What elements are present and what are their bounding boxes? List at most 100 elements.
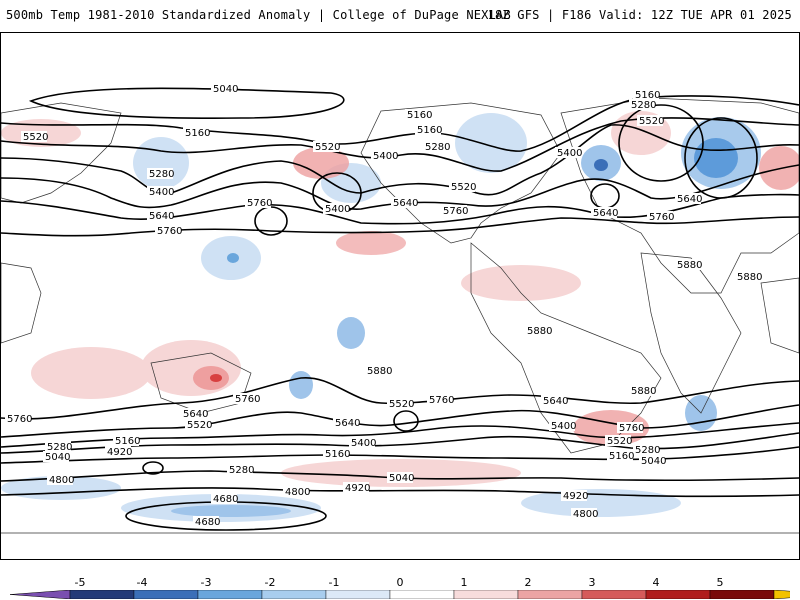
contour-label: 5760 [245,197,272,209]
legend-color-swatch [261,590,327,599]
contour-label: 5280 [633,444,660,456]
svg-text:5280: 5280 [47,442,72,453]
svg-text:5880: 5880 [367,366,392,377]
svg-text:5760: 5760 [235,394,260,405]
contour-label: 5160 [323,448,350,460]
contour-label: 4920 [343,482,370,494]
contour-label: 5160 [607,450,634,462]
contour-label: 5640 [591,207,618,219]
contour-label: 5520 [21,131,48,143]
svg-text:5760: 5760 [157,226,182,237]
svg-text:5760: 5760 [247,198,272,209]
legend-color-swatch [69,590,135,599]
svg-text:5880: 5880 [527,326,552,337]
contour-label: 4920 [105,446,132,458]
contour-label: 5760 [427,394,454,406]
svg-text:4920: 4920 [107,447,132,458]
svg-text:5280: 5280 [635,445,660,456]
svg-text:5160: 5160 [185,128,210,139]
svg-text:5160: 5160 [115,436,140,447]
svg-text:5520: 5520 [23,132,48,143]
svg-text:5280: 5280 [631,100,656,111]
svg-text:5040: 5040 [641,456,666,467]
svg-text:5640: 5640 [183,409,208,420]
legend-max-arrow [773,590,790,599]
contour-label: 5040 [639,455,666,467]
contour-label: 5280 [45,441,72,453]
svg-text:5040: 5040 [45,452,70,463]
contour-label: 5040 [43,451,70,463]
contour-label: 5760 [617,422,644,434]
contour-label-group: 5040 5160 5520 5280 5400 5640 5760 5760 … [5,83,762,528]
contour-label: 5520 [387,398,414,410]
contour-label: 5400 [323,203,350,215]
svg-text:5760: 5760 [619,423,644,434]
contour-label: 5160 [113,435,140,447]
contour-label: 5160 [183,127,210,139]
contour-label: 5160 [405,109,432,121]
contour-label: 5640 [333,417,360,429]
contour-label: 5640 [675,193,702,205]
svg-text:5640: 5640 [677,194,702,205]
contour-label: 5520 [313,141,340,153]
legend-tick-label: -5 [74,576,86,589]
svg-text:5160: 5160 [635,90,660,101]
legend-color-swatch [517,590,583,599]
svg-text:5520: 5520 [187,420,212,431]
svg-text:5400: 5400 [557,148,582,159]
legend-color-swatch [197,590,263,599]
svg-text:5160: 5160 [407,110,432,121]
contour-label: 5880 [525,325,552,337]
contour-label: 5760 [155,225,182,237]
svg-text:5640: 5640 [149,211,174,222]
svg-text:5160: 5160 [325,449,350,460]
legend-tick-label: 2 [524,576,532,589]
svg-text:5400: 5400 [325,204,350,215]
svg-text:4920: 4920 [563,491,588,502]
legend-color-swatch [709,590,775,599]
legend-tick-label: 1 [460,576,468,589]
model-run-info: 18Z GFS | F186 Valid: 12Z TUE APR 01 202… [487,8,792,22]
contour-label: 5880 [629,385,656,397]
legend-tick-label: 3 [588,576,596,589]
legend-tick-label: -3 [200,576,212,589]
contour-label: 4800 [47,474,74,486]
contour-label: 5880 [365,365,392,377]
svg-text:5400: 5400 [149,187,174,198]
svg-text:5760: 5760 [7,414,32,425]
contour-label: 4680 [211,493,238,505]
contour-label: 5400 [147,186,174,198]
contour-label: 5880 [675,259,702,271]
svg-text:5880: 5880 [737,272,762,283]
contour-label: 5760 [441,205,468,217]
contour-label: 5880 [735,271,762,283]
contour-label: 5280 [227,464,254,476]
svg-text:5040: 5040 [389,473,414,484]
contour-label: 5640 [391,197,418,209]
map-svg: 5040 5160 5520 5280 5400 5640 5760 5760 … [1,83,799,534]
svg-text:5280: 5280 [425,142,450,153]
map-header: 500mb Temp 1981-2010 Standardized Anomal… [0,0,800,32]
svg-text:5640: 5640 [593,208,618,219]
svg-text:5640: 5640 [543,396,568,407]
contour-label: 5520 [185,419,212,431]
contour-label: 5280 [423,141,450,153]
contour-label: 5400 [555,147,582,159]
svg-text:5520: 5520 [451,182,476,193]
legend-tick-label: 4 [652,576,660,589]
legend-tick-label: -1 [328,576,340,589]
legend-tick-label: -4 [136,576,148,589]
contour-label: 5520 [449,181,476,193]
svg-text:5520: 5520 [639,116,664,127]
contour-label: 4800 [283,486,310,498]
contour-label: 5640 [147,210,174,222]
contour-label: 5280 [629,99,656,111]
contour-label: 5520 [605,435,632,447]
contour-label: 5040 [387,472,414,484]
contour-label: 4800 [571,508,598,520]
svg-text:4920: 4920 [345,483,370,494]
contour-label: 5760 [647,211,674,223]
svg-text:5160: 5160 [417,125,442,136]
legend-color-swatch [325,590,391,599]
svg-text:5760: 5760 [443,206,468,217]
